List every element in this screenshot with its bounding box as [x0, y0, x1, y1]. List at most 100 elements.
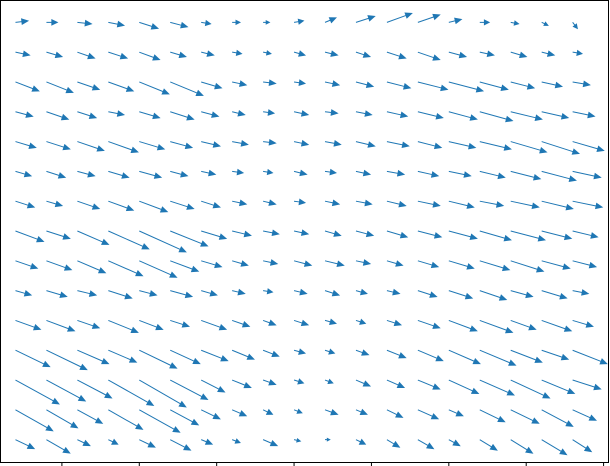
arrow: [479, 319, 514, 334]
arrow: [77, 439, 91, 447]
arrow: [355, 169, 372, 177]
arrow: [170, 111, 195, 121]
arrow: [355, 230, 375, 238]
arrow: [355, 438, 367, 445]
arrow: [510, 379, 551, 399]
arrow: [355, 288, 368, 296]
arrow: [355, 408, 368, 415]
arrow: [541, 200, 574, 211]
arrow: [46, 230, 71, 240]
arrow: [139, 141, 166, 151]
arrow: [201, 111, 220, 118]
arrow: [263, 50, 272, 56]
arrow: [170, 349, 201, 365]
arrow: [293, 79, 307, 87]
arrow: [417, 170, 440, 178]
arrow: [510, 200, 540, 210]
arrow: [324, 348, 336, 355]
arrow: [262, 408, 274, 415]
arrow: [448, 379, 480, 394]
arrow: [417, 260, 440, 269]
arrow: [77, 170, 96, 178]
arrow: [417, 200, 441, 208]
arrow: [46, 200, 64, 208]
arrow: [324, 17, 337, 24]
arrow: [108, 110, 126, 117]
arrow: [77, 409, 104, 424]
arrow: [15, 319, 42, 331]
arrow: [139, 379, 187, 408]
arrow: [510, 260, 545, 273]
arrow: [448, 111, 478, 121]
arrow: [355, 349, 370, 356]
arrow: [572, 22, 578, 30]
arrow: [386, 200, 407, 208]
arrow: [170, 439, 192, 451]
arrow: [231, 349, 255, 360]
arrow: [77, 230, 110, 245]
arrow: [355, 81, 375, 89]
arrow: [324, 378, 334, 385]
arrow: [170, 21, 189, 29]
arrow: [15, 50, 31, 58]
arrow: [15, 439, 36, 450]
arrow: [355, 259, 372, 266]
arrow: [15, 260, 39, 270]
arrow: [541, 21, 549, 26]
arrow: [139, 81, 170, 95]
arrow: [479, 170, 506, 180]
arrow: [355, 141, 376, 148]
arrow: [293, 408, 303, 414]
arrow: [541, 170, 577, 182]
arrow: [232, 168, 245, 176]
arrow: [417, 379, 441, 390]
arrow: [170, 230, 209, 247]
arrow: [108, 409, 144, 430]
arrow: [262, 199, 277, 206]
arrow: [541, 230, 573, 241]
arrow: [448, 439, 461, 447]
arrow: [324, 199, 341, 207]
arrow: [139, 230, 187, 253]
arrow: [417, 13, 441, 23]
arrow: [479, 141, 512, 151]
arrow: [262, 349, 280, 357]
arrow: [263, 229, 280, 237]
arrow: [572, 141, 605, 152]
arrow: [324, 109, 339, 116]
arrow: [386, 111, 409, 119]
arrow: [479, 81, 509, 91]
arrow: [263, 79, 277, 87]
arrow: [139, 170, 163, 179]
arrow: [108, 81, 135, 92]
arrow: [479, 260, 511, 272]
arrow: [510, 51, 528, 59]
arrow: [386, 260, 404, 267]
arrow: [293, 110, 310, 117]
arrow: [541, 81, 564, 89]
arrow: [324, 140, 342, 147]
arrow: [77, 349, 110, 365]
arrow: [324, 50, 339, 57]
arrow: [15, 290, 33, 297]
arrow: [541, 319, 573, 332]
arrow: [386, 319, 403, 327]
arrow: [201, 141, 221, 148]
arrow: [479, 111, 514, 123]
arrow: [448, 81, 485, 93]
arrow: [201, 290, 218, 297]
arrow: [170, 379, 209, 400]
arrow: [325, 437, 331, 442]
arrow: [479, 290, 508, 301]
arrow: [108, 141, 139, 154]
arrow: [77, 81, 101, 91]
arrow: [448, 17, 463, 25]
arrow: [386, 379, 406, 388]
arrow: [510, 409, 540, 424]
arrow: [479, 230, 512, 242]
arrow: [386, 81, 412, 90]
arrow: [108, 20, 126, 28]
arrow: [293, 348, 307, 355]
arrow: [417, 349, 444, 362]
arrow: [510, 111, 543, 121]
